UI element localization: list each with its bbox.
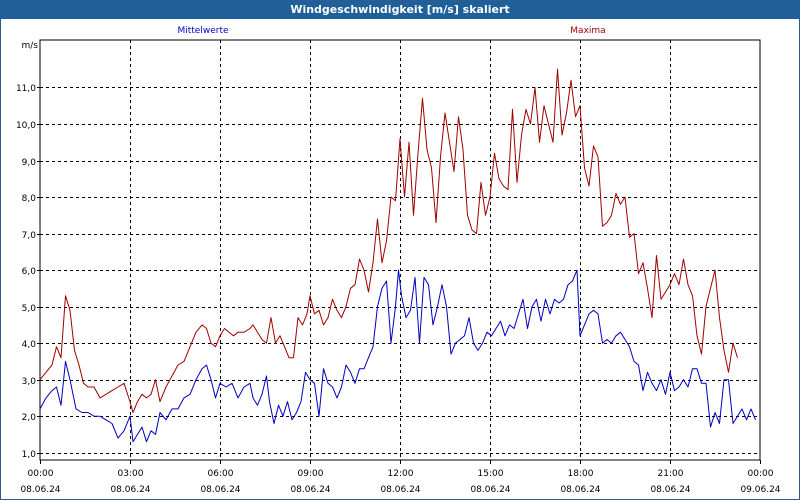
y-tick-label: 1,0 bbox=[22, 450, 37, 460]
y-tick-label: 2,0 bbox=[22, 413, 37, 423]
x-tick-time: 15:00 bbox=[478, 469, 504, 479]
x-tick-date: 08.06.24 bbox=[470, 485, 510, 495]
x-tick-time: 18:00 bbox=[568, 469, 594, 479]
x-tick-date: 08.06.24 bbox=[380, 485, 420, 495]
x-tick-time: 21:00 bbox=[658, 469, 684, 479]
x-tick-date: 08.06.24 bbox=[200, 485, 240, 495]
y-tick-label: 4,0 bbox=[22, 340, 37, 350]
series-line-maxima bbox=[39, 68, 738, 413]
x-tick-date: 08.06.24 bbox=[560, 485, 600, 495]
legend-maxima: Maxima bbox=[570, 26, 605, 36]
x-tick-date: 08.06.24 bbox=[290, 485, 330, 495]
x-tick-date: 08.06.24 bbox=[20, 485, 60, 495]
x-tick-time: 09:00 bbox=[298, 469, 324, 479]
series-line-mittelwerte bbox=[39, 269, 756, 443]
y-tick-label: 10,0 bbox=[16, 121, 36, 131]
y-tick-label: 8,0 bbox=[22, 194, 37, 204]
x-tick-time: 00:00 bbox=[28, 469, 54, 479]
x-tick-time: 00:00 bbox=[748, 469, 774, 479]
y-tick-label: 3,0 bbox=[22, 377, 37, 387]
x-tick-date: 09.06.24 bbox=[740, 485, 780, 495]
y-tick-label: 9,0 bbox=[22, 158, 37, 168]
window-title: Windgeschwindigkeit [m/s] skaliert bbox=[1, 1, 799, 19]
y-tick-label: 6,0 bbox=[22, 267, 37, 277]
y-tick-label: 11,0 bbox=[16, 84, 36, 94]
x-tick-time: 12:00 bbox=[388, 469, 414, 479]
y-axis-label: m/s bbox=[22, 41, 39, 51]
x-tick-time: 03:00 bbox=[118, 469, 144, 479]
x-tick-time: 06:00 bbox=[208, 469, 234, 479]
x-tick-date: 08.06.24 bbox=[650, 485, 690, 495]
x-tick-date: 08.06.24 bbox=[110, 485, 150, 495]
y-tick-label: 7,0 bbox=[22, 231, 37, 241]
y-tick-label: 5,0 bbox=[22, 304, 37, 314]
legend-mittelwerte: Mittelwerte bbox=[177, 26, 228, 36]
